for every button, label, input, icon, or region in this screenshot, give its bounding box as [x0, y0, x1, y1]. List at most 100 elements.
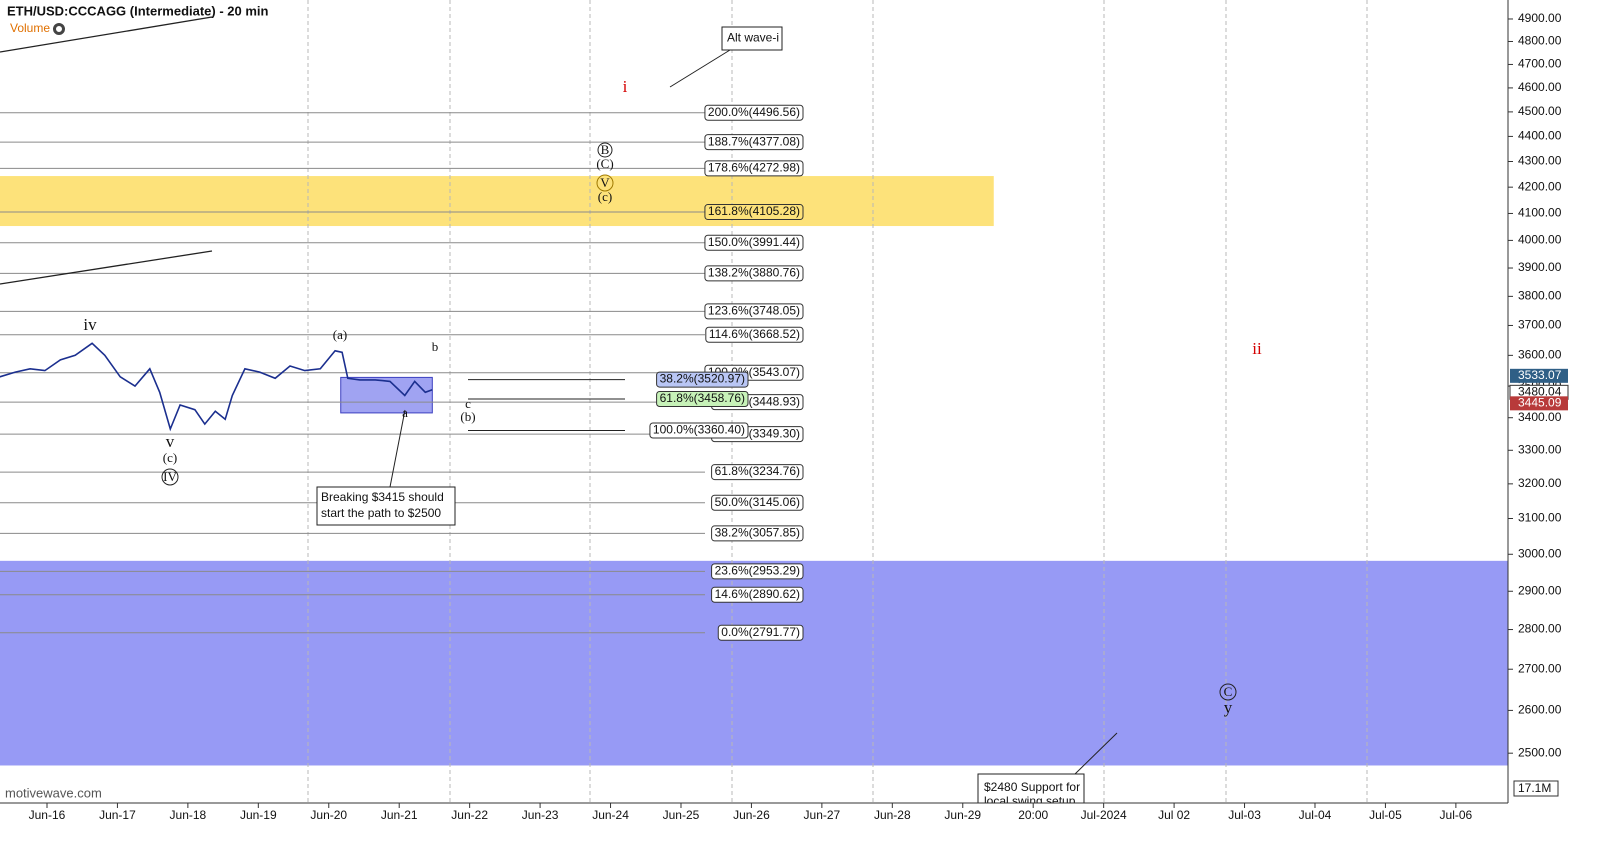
- y-tick-label: 3800.00: [1518, 289, 1562, 303]
- fib-label: 178.6%(4272.98): [708, 161, 800, 175]
- x-tick-label: Jun-18: [170, 808, 207, 822]
- y-tick-label: 4100.00: [1518, 206, 1562, 220]
- x-tick-label: Jun-27: [804, 808, 841, 822]
- trend-line: [0, 250, 213, 285]
- fib-label: 61.8%(3458.76): [660, 391, 745, 405]
- fib-label: 61.8%(3234.76): [715, 464, 800, 478]
- fib-label-box: [717, 624, 804, 641]
- fib-label: 200.0%(4496.56): [708, 105, 800, 119]
- fib-label: 114.6%(3668.52): [709, 327, 800, 341]
- wave-label: iv: [83, 315, 97, 334]
- y-tick-label: 2600.00: [1518, 703, 1562, 717]
- y-tick-label: 4000.00: [1518, 233, 1562, 247]
- wave-label: (C): [596, 156, 613, 171]
- y-tick-label: 4500.00: [1518, 104, 1562, 118]
- wave-label: b: [432, 339, 439, 354]
- settings-icon[interactable]: [53, 23, 65, 35]
- y-tick-label: 4700.00: [1518, 57, 1562, 71]
- wave-label: a: [402, 405, 408, 420]
- y-tick-label: 4400.00: [1518, 129, 1562, 143]
- x-tick-label: Jul-2024: [1081, 808, 1127, 822]
- wave-label: (c): [598, 189, 612, 204]
- wave-label: (b): [460, 409, 475, 424]
- wave-label: B: [601, 142, 610, 157]
- y-tick-label: 4900.00: [1518, 11, 1562, 25]
- x-tick-label: Jul 02: [1158, 808, 1190, 822]
- zone: [0, 176, 994, 227]
- fib-label: 161.8%(4105.28): [708, 204, 800, 218]
- x-tick-label: Jun-16: [29, 808, 66, 822]
- price-marker-label: 3480.04: [1518, 384, 1562, 398]
- wave-labels: iv v (c) IV (a) b a c (b) B (C) V (c) i …: [83, 77, 1262, 717]
- fib-label: 50.0%(3145.06): [715, 495, 800, 509]
- x-tick-label: Jun-25: [663, 808, 700, 822]
- wave-label: ii: [1252, 339, 1262, 358]
- fib-label-box: [656, 371, 749, 388]
- annotation-text: Breaking $3415 should: [321, 490, 444, 504]
- annotation: Breaking $3415 should start the path to …: [316, 409, 456, 526]
- fib-label-box: [656, 391, 749, 408]
- x-tick-label: Jun-19: [240, 808, 277, 822]
- x-tick-label: 20:00: [1018, 808, 1048, 822]
- volume-axis-label: 17.1M: [1518, 781, 1551, 795]
- fib-label-box: [704, 265, 804, 282]
- x-tick-label: Jun-23: [522, 808, 559, 822]
- fib-label-box: [704, 160, 804, 177]
- annotation: $2480 Support for local swing setup: [977, 732, 1118, 808]
- trend-line: [0, 16, 213, 53]
- y-tick-label: 4600.00: [1518, 80, 1562, 94]
- y-tick-label: 3700.00: [1518, 318, 1562, 332]
- wave-label: y: [1224, 698, 1233, 717]
- x-tick-label: Jun-17: [99, 808, 136, 822]
- y-tick-label: 3200.00: [1518, 476, 1562, 490]
- annotation-text: Alt wave-i: [727, 31, 779, 45]
- annotation-text: $2480 Support for: [984, 780, 1080, 794]
- fib-label-box: [711, 586, 804, 603]
- wave-label: c: [465, 396, 471, 411]
- fib-label-box: [711, 563, 804, 580]
- fib-label: 100.0%(3360.40): [653, 423, 745, 437]
- x-tick-label: Jul-06: [1440, 808, 1473, 822]
- wave-label: C: [1224, 684, 1233, 699]
- x-tick-label: Jun-21: [381, 808, 418, 822]
- x-tick-label: Jun-22: [451, 808, 488, 822]
- fib-label: 0.0%(2791.77): [721, 625, 800, 639]
- annotation-text: local swing setup: [984, 794, 1076, 808]
- y-tick-label: 4800.00: [1518, 34, 1562, 48]
- fib-label-box: [704, 134, 804, 151]
- x-tick-label: Jul-05: [1369, 808, 1402, 822]
- x-tick-label: Jun-20: [310, 808, 347, 822]
- price-marker-label: 3445.09: [1518, 396, 1562, 410]
- x-tick-label: Jun-28: [874, 808, 911, 822]
- x-tick-label: Jul-04: [1299, 808, 1332, 822]
- fib-label-box: [705, 326, 804, 343]
- volume-axis-box: [1513, 780, 1559, 797]
- indicator-label[interactable]: Volume: [10, 21, 50, 35]
- wave-label: V: [600, 175, 610, 190]
- y-tick-label: 3300.00: [1518, 442, 1562, 456]
- fib-label-box: [711, 525, 804, 542]
- watermark: motivewave.com: [5, 785, 102, 800]
- zone: [340, 376, 433, 414]
- chart-title: ETH/USD:CCCAGG (Intermediate) - 20 min: [7, 3, 269, 18]
- wave-label: v: [166, 432, 175, 451]
- y-tick-label: 2900.00: [1518, 583, 1562, 597]
- price-line: [0, 342, 433, 432]
- x-tick-label: Jul-03: [1228, 808, 1261, 822]
- y-tick-label: 3600.00: [1518, 348, 1562, 362]
- fib-label-box: [704, 104, 804, 121]
- x-tick-label: Jun-26: [733, 808, 770, 822]
- price-series: [0, 342, 433, 432]
- price-marker: [1510, 368, 1568, 383]
- fib-label: 138.2%(3880.76): [708, 266, 800, 280]
- y-tick-label: 3100.00: [1518, 511, 1562, 525]
- fib-label: 123.6%(3748.05): [708, 304, 800, 318]
- fib-label: 23.6%(2953.29): [715, 564, 800, 578]
- wave-label: i: [623, 77, 628, 96]
- annotation: Alt wave-i: [669, 26, 783, 88]
- fib-label-box: [649, 422, 749, 439]
- y-tick-label: 3400.00: [1518, 410, 1562, 424]
- y-tick-label: 3900.00: [1518, 260, 1562, 274]
- fib-label-box: [704, 303, 804, 320]
